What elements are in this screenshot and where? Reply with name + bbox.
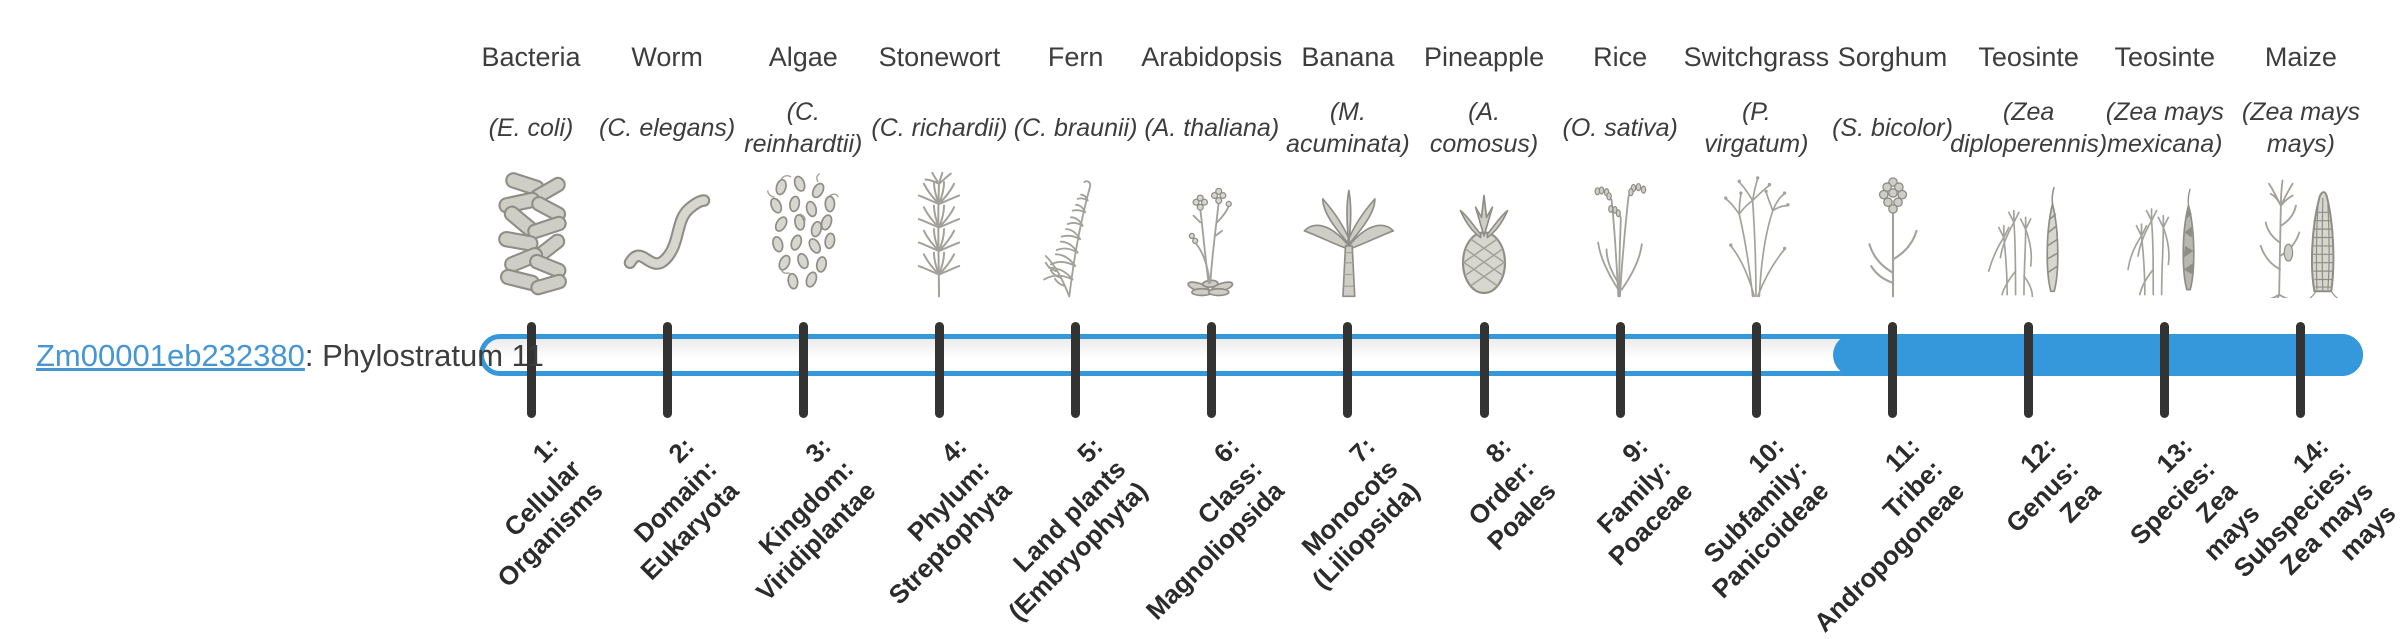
organism-latin-name: (E. coli) xyxy=(488,113,574,142)
maize-icon xyxy=(2239,172,2363,298)
algae-icon xyxy=(741,172,865,298)
phylostratum-label: 2: Domain: Eukaryota xyxy=(628,431,746,586)
teosinte-mexicana-icon xyxy=(2103,172,2227,298)
fern-icon xyxy=(1014,172,1138,298)
gene-id-link[interactable]: Zm00001eb232380 xyxy=(36,338,305,373)
phylostratum-tick xyxy=(526,322,536,418)
phylostratum-tick xyxy=(1071,322,1081,418)
phylostratum-label: 7: Monocots (Liliopsida) xyxy=(1295,431,1426,596)
stonewort-icon xyxy=(877,172,1001,298)
phylostrata-diagram: Zm00001eb232380: Phylostratum 11 Bacteri… xyxy=(36,42,2400,639)
phylostratum-tick xyxy=(1479,322,1489,418)
organism-name: Arabidopsis xyxy=(1141,42,1283,72)
phylostratum-label: 14: Subspecies: Zea mays mays xyxy=(2227,431,2400,583)
organism-name: Bacteria xyxy=(481,42,581,72)
sorghum-icon xyxy=(1831,172,1955,298)
phylostratum-text: : Phylostratum 11 xyxy=(304,338,544,373)
phylostratum-tick xyxy=(1888,322,1897,418)
organism-latin-name: (O. sativa) xyxy=(1562,113,1678,142)
organism-latin-name: (P. virgatum) xyxy=(1704,97,1809,159)
teosinte-diploperennis-icon xyxy=(1967,172,2091,298)
organism-name: Pineapple xyxy=(1423,42,1545,72)
phylostratum-tick xyxy=(1615,322,1625,418)
organism-name: Switchgrass xyxy=(1683,42,1830,72)
organism-latin-name: (C. reinhardtii) xyxy=(744,97,863,159)
organism-name: Rice xyxy=(1593,42,1648,72)
organism-latin-name: (C. braunii) xyxy=(1013,113,1138,142)
organism-latin-name: (Zea diploperennis) xyxy=(1950,97,2108,159)
organism-name: Worm xyxy=(631,42,703,72)
organism-latin-name: (C. richardii) xyxy=(871,113,1008,142)
pineapple-icon xyxy=(1422,172,1546,298)
arabidopsis-icon xyxy=(1150,172,1274,298)
organism-latin-name: (A. comosus) xyxy=(1429,97,1539,159)
organism-latin-name: (Zea mays mexicana) xyxy=(2105,97,2224,159)
organism-name: Sorghum xyxy=(1837,42,1948,72)
phylostratum-tick xyxy=(662,322,672,418)
organism-name: Maize xyxy=(2264,42,2337,72)
organism-latin-name: (S. bicolor) xyxy=(1832,113,1953,142)
bacteria-icon xyxy=(469,172,593,298)
organism-name: Teosinte xyxy=(1978,42,2079,72)
phylostratum-tick xyxy=(1207,322,1217,418)
phylostratum-label: 1: Cellular Organisms xyxy=(491,431,610,594)
phylostratum-tick xyxy=(934,322,944,418)
worm-icon xyxy=(605,172,729,298)
organism-name: Stonewort xyxy=(878,42,1001,72)
phylostratum-tick xyxy=(2160,322,2170,418)
organism-latin-name: (Zea mays mays) xyxy=(2241,97,2360,159)
organism-name: Algae xyxy=(768,42,838,72)
organism-name: Teosinte xyxy=(2114,42,2216,72)
phylostratum-tick xyxy=(2024,322,2034,418)
phylostratum-tick xyxy=(1343,322,1353,418)
organism-latin-name: (C. elegans) xyxy=(599,113,736,142)
phylostratum-tick xyxy=(2296,322,2306,418)
phylostratum-tick xyxy=(1751,322,1761,418)
organism-latin-name: (A. thaliana) xyxy=(1144,113,1280,142)
phylostratum-label: 8: Order: Poales xyxy=(1462,431,1563,557)
organism-name: Fern xyxy=(1047,42,1104,72)
organism-latin-name: (M. acuminata) xyxy=(1286,97,1410,159)
phylostratum-label: 12: Genus: Zea xyxy=(1999,431,2107,538)
timeline-highlight xyxy=(1833,334,2363,376)
phylostratum-label: 3: Kingdom: Viridiplantae xyxy=(750,431,882,608)
switchgrass-icon xyxy=(1694,172,1818,298)
gene-label: Zm00001eb232380: Phylostratum 11 xyxy=(36,338,544,374)
rice-icon xyxy=(1558,172,1682,298)
phylostratum-tick xyxy=(798,322,808,418)
banana-icon xyxy=(1286,172,1410,298)
organism-name: Banana xyxy=(1301,42,1395,72)
